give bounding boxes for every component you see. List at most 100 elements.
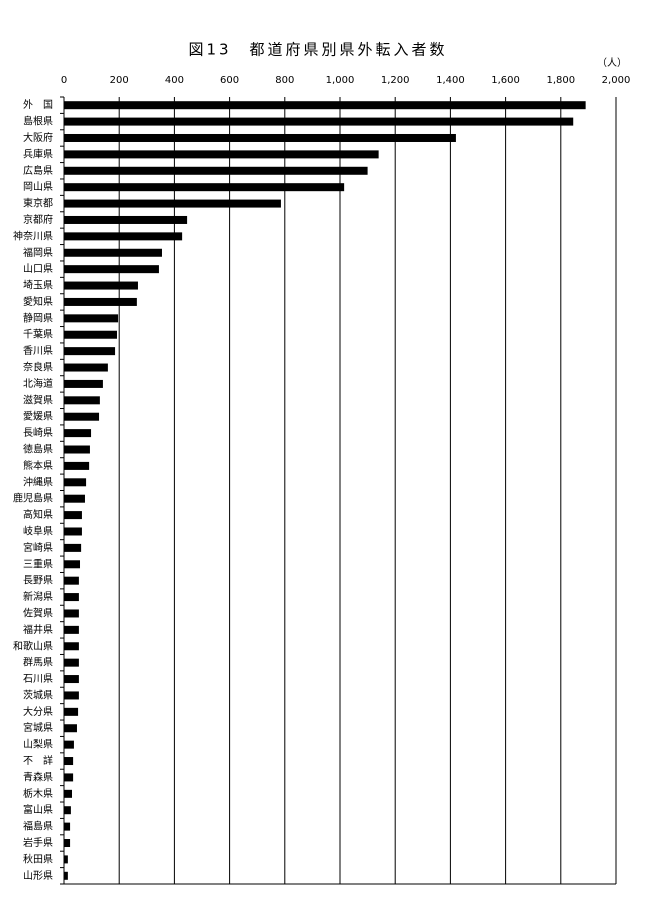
y-tick-label: 佐賀県 [23,607,53,619]
bar [64,839,71,848]
x-tick-label: 600 [220,75,239,86]
unit-label: （人） [597,57,627,69]
bar [64,281,138,290]
y-tick-label: 滋賀県 [23,393,53,406]
y-tick-label: 秋田県 [23,852,53,865]
bar [64,560,81,569]
y-tick-label: 広島県 [23,164,53,177]
y-tick-label: 和歌山県 [13,639,53,652]
y-tick-label: 埼玉県 [23,279,53,292]
y-tick-label: 愛媛県 [23,410,53,423]
y-tick-label: 北海道 [23,377,53,390]
chart-title: 図13 都道府県別県外転入者数 [188,41,447,59]
bar [64,871,68,880]
y-tick-label: 高知県 [23,508,53,521]
y-tick-label: 茨城県 [23,688,53,701]
bar [64,412,100,421]
y-tick-label: 兵庫県 [23,147,53,160]
bar [64,461,90,470]
y-tick-label: 静岡県 [23,311,53,324]
y-tick-label: 外 国 [23,99,53,111]
bar [64,396,100,405]
bar [64,297,137,306]
bar [64,429,92,438]
bar [64,806,71,815]
y-tick-label: 熊本県 [23,459,53,472]
x-tick-label: 400 [165,75,184,86]
y-tick-label: 京都府 [23,213,53,226]
bar [64,789,73,798]
x-tick-label: 1,200 [381,75,410,86]
bar [64,330,117,339]
bar [64,150,379,159]
bar [64,740,74,749]
y-tick-label: 徳島県 [23,443,53,456]
y-tick-label: 岐阜県 [23,524,53,537]
bar [64,691,79,700]
bar [64,675,79,684]
y-tick-label: 福井県 [23,623,53,636]
bar [64,379,103,388]
bar [64,166,368,175]
bar [64,757,74,766]
x-tick-label: 2,000 [602,75,631,86]
y-tick-label: 千葉県 [23,328,53,341]
y-tick-label: 岡山県 [23,181,53,193]
bar [64,724,77,733]
bar [64,117,574,126]
y-tick-label: 奈良県 [23,361,53,374]
bar [64,822,71,831]
y-tick-label: 大阪府 [23,131,53,144]
bar [64,511,82,520]
y-tick-label: 鹿児島県 [13,492,53,505]
bar [64,576,79,585]
x-tick-label: 1,400 [436,75,465,86]
y-tick-label: 山口県 [23,263,53,275]
bar [64,199,281,208]
y-tick-label: 山梨県 [23,738,53,751]
bar [64,101,586,110]
y-tick-label: 島根県 [23,115,53,128]
bar [64,265,159,274]
y-tick-label: 三重県 [23,557,53,570]
bar [64,707,79,716]
bar [64,773,74,782]
y-tick-label: 愛知県 [23,295,53,308]
bar [64,347,116,356]
x-tick-label: 0 [61,75,67,86]
bar [64,215,188,224]
y-tick-label: 栃木県 [23,787,53,800]
y-tick-label: 福島県 [23,820,53,833]
bar [64,527,82,536]
y-tick-label: 不 詳 [23,754,53,767]
x-tick-label: 1,600 [491,75,520,86]
bar [64,363,108,372]
bar [64,625,79,634]
bar [64,183,345,192]
y-tick-label: 富山県 [23,803,53,816]
bar [64,248,162,257]
y-tick-label: 福岡県 [23,246,53,259]
bar [64,543,82,552]
bar [64,133,456,142]
x-tick-label: 800 [275,75,294,86]
bar [64,445,90,454]
bar [64,609,79,618]
x-tick-label: 200 [110,75,129,86]
y-tick-label: 宮崎県 [23,541,53,554]
bar [64,658,79,667]
y-tick-label: 新潟県 [23,590,53,603]
y-tick-label: 長崎県 [23,426,53,439]
y-tick-label: 東京都 [23,197,53,210]
bar [64,478,87,487]
y-tick-label: 神奈川県 [13,229,53,242]
y-tick-label: 岩手県 [23,836,53,849]
y-tick-label: 沖縄県 [23,475,53,488]
bar [64,593,79,602]
y-tick-label: 青森県 [23,770,53,783]
y-tick-label: 宮城県 [23,721,53,734]
y-tick-label: 石川県 [23,673,53,685]
bar [64,642,79,651]
y-tick-label: 長野県 [23,575,53,587]
